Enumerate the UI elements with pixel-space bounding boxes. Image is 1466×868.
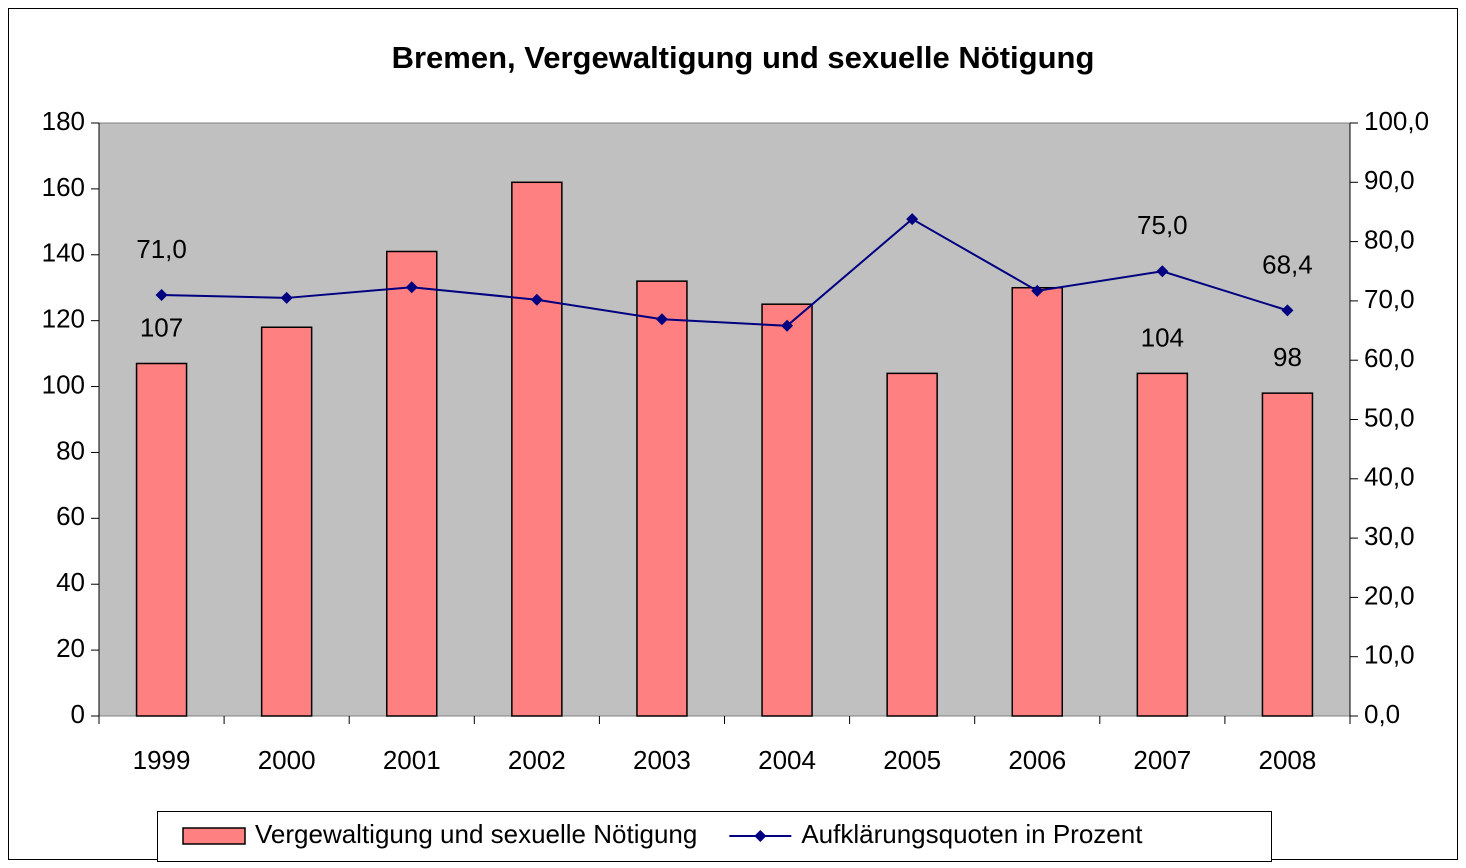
- legend-marker: [754, 830, 767, 842]
- x-tick-label: 2003: [633, 745, 691, 775]
- y2-tick-label: 70,0: [1364, 284, 1415, 314]
- line-label: 71,0: [136, 234, 187, 264]
- line-label: 68,4: [1262, 249, 1313, 279]
- y2-tick-label: 20,0: [1364, 580, 1415, 610]
- bar: [636, 280, 688, 717]
- bar: [761, 303, 813, 717]
- x-tick-label: 2008: [1259, 745, 1317, 775]
- bar-label: 98: [1273, 342, 1302, 372]
- legend-swatch: [182, 827, 246, 845]
- y-tick-label: 60: [56, 501, 85, 531]
- y-tick-label: 80: [56, 435, 85, 465]
- bar: [1011, 286, 1063, 717]
- legend-label: Aufklärungsquoten in Prozent: [801, 819, 1143, 849]
- bar: [1136, 372, 1189, 717]
- bar: [135, 362, 188, 717]
- y-tick-label: 140: [42, 238, 85, 268]
- line-marker: [1281, 304, 1294, 317]
- legend-box: [157, 811, 1272, 862]
- bar: [886, 372, 938, 717]
- y2-tick-label: 90,0: [1364, 165, 1415, 195]
- bar-label: 104: [1141, 322, 1184, 352]
- y2-tick-label: 60,0: [1364, 343, 1415, 373]
- y2-tick-label: 100,0: [1364, 106, 1429, 136]
- x-tick-label: 2000: [258, 745, 316, 775]
- line-marker: [530, 293, 543, 306]
- line-label: 75,0: [1137, 210, 1188, 240]
- line-marker: [1156, 265, 1169, 278]
- y-tick-label: 160: [42, 172, 85, 202]
- x-tick-label: 2006: [1008, 745, 1066, 775]
- y-tick-label: 0: [71, 699, 85, 729]
- bar: [1261, 392, 1314, 717]
- y2-tick-label: 50,0: [1364, 402, 1415, 432]
- y-tick-label: 180: [42, 106, 85, 136]
- x-tick-label: 2001: [383, 745, 441, 775]
- bar-label: 107: [140, 312, 183, 342]
- x-tick-label: 2007: [1133, 745, 1191, 775]
- x-tick-label: 2004: [758, 745, 816, 775]
- line-marker: [1031, 284, 1044, 297]
- x-tick-label: 2002: [508, 745, 566, 775]
- y2-tick-label: 40,0: [1364, 462, 1415, 492]
- y2-tick-label: 80,0: [1364, 224, 1415, 254]
- y-tick-label: 40: [56, 567, 85, 597]
- y-tick-label: 100: [42, 369, 85, 399]
- line: [161, 217, 1288, 327]
- line-marker: [280, 291, 293, 304]
- bar: [386, 250, 438, 717]
- bar: [511, 181, 563, 717]
- line-marker: [781, 319, 794, 332]
- line-marker: [155, 288, 168, 301]
- y2-tick-label: 0,0: [1364, 699, 1400, 729]
- legend-label: Vergewaltigung und sexuelle Nötigung: [255, 819, 697, 849]
- line-marker: [655, 313, 668, 326]
- bar: [260, 326, 313, 717]
- y2-tick-label: 30,0: [1364, 521, 1415, 551]
- line-marker: [906, 213, 919, 226]
- line-marker: [405, 281, 418, 294]
- x-tick-label: 1999: [133, 745, 191, 775]
- y2-tick-label: 10,0: [1364, 640, 1415, 670]
- y-tick-label: 20: [56, 633, 85, 663]
- y-tick-label: 120: [42, 304, 85, 334]
- chart-title: Bremen, Vergewaltigung und sexuelle Nöti…: [392, 40, 1095, 75]
- x-tick-label: 2005: [883, 745, 941, 775]
